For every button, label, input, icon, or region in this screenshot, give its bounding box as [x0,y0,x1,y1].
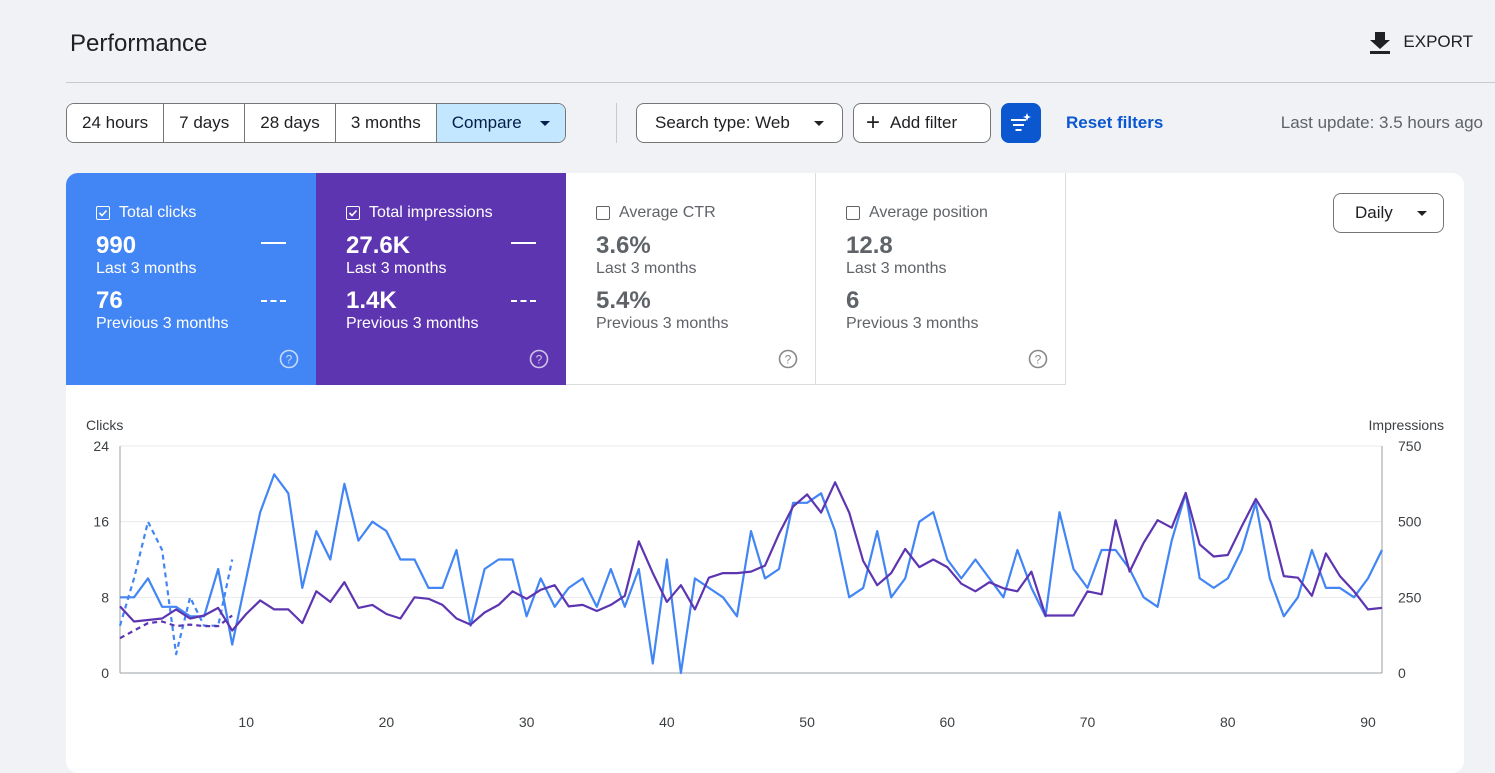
series-line-total-impressions [119,481,1383,632]
metric-previous-period: Previous 3 months [596,315,729,332]
chevron-down-icon [539,120,550,126]
metric-period: Last 3 months [346,260,447,277]
compare-label: Compare [451,113,522,132]
metric-previous-value: 6 [846,287,860,314]
range-24-hours[interactable]: 24 hours [67,104,165,142]
series-line-total-clicks [120,473,1383,675]
y-tick-right: 750 [1398,438,1422,454]
granularity-label: Daily [1355,203,1393,222]
metric-period: Last 3 months [96,260,197,277]
y-tick-left: 16 [93,514,109,530]
metric-value: 990 [96,232,137,259]
filter-sparkle-icon [1011,113,1031,131]
x-tick-label: 90 [1360,714,1376,730]
metric-previous-value: 76 [96,287,123,314]
metric-previous-value: 5.4% [596,287,651,314]
x-tick-label: 50 [799,714,815,730]
metric-label: Average position [869,204,988,221]
svg-text:?: ? [1035,353,1042,367]
chevron-down-icon [1417,210,1427,216]
reset-filters-link[interactable]: Reset filters [1066,113,1164,132]
x-tick-label: 80 [1220,714,1236,730]
y-tick-left: 8 [101,589,109,605]
dashed-line-indicator [261,300,286,302]
metric-previous-period: Previous 3 months [846,315,979,332]
toolbar-separator [616,103,617,143]
solid-line-indicator [511,242,536,244]
metric-value: 27.6K [346,232,411,259]
svg-text:?: ? [536,353,543,367]
help-icon[interactable]: ? [1028,349,1048,369]
date-range-selector: 24 hours 7 days 28 days 3 months Compare [66,103,566,143]
metric-total-impressions[interactable]: Total impressions 27.6K Last 3 months 1.… [316,173,566,385]
metric-previous-period: Previous 3 months [96,315,229,332]
metric-average-ctr[interactable]: Average CTR 3.6% Last 3 months 5.4% Prev… [566,173,816,385]
range-3-months[interactable]: 3 months [335,104,437,142]
metric-value: 3.6% [596,232,651,259]
checkbox-checked-icon[interactable] [96,206,110,220]
range-7-days[interactable]: 7 days [164,104,246,142]
metric-period: Last 3 months [596,260,697,277]
search-type-dropdown[interactable]: Search type: Web [636,103,843,143]
download-icon [1370,32,1391,54]
x-tick-label: 20 [379,714,395,730]
y-tick-right: 250 [1398,589,1422,605]
metric-average-position[interactable]: Average position 12.8 Last 3 months 6 Pr… [816,173,1066,385]
page-title: Performance [70,30,208,57]
last-update-text: Last update: 3.5 hours ago [1280,113,1483,132]
compare-dropdown[interactable]: Compare [436,104,565,142]
metric-period: Last 3 months [846,260,947,277]
checkbox-checked-icon[interactable] [346,206,360,220]
y-axis-right-title: Impressions [1369,417,1444,433]
metric-previous-period: Previous 3 months [346,315,479,332]
metric-total-clicks[interactable]: Total clicks 990 Last 3 months 76 Previo… [66,173,316,385]
solid-line-indicator [261,242,286,244]
granularity-dropdown[interactable]: Daily [1333,193,1444,233]
metric-label: Average CTR [619,204,716,221]
plus-icon: + [866,109,881,136]
svg-text:?: ? [785,353,792,367]
series-line-total-impressions-previous [119,614,233,640]
filter-suggestions-button[interactable] [1001,103,1041,143]
checkbox-unchecked-icon[interactable] [596,206,610,220]
export-label: EXPORT [1403,32,1473,51]
header-divider [66,82,1495,83]
metric-label: Total clicks [119,204,197,221]
x-tick-label: 60 [940,714,956,730]
x-tick-label: 70 [1080,714,1096,730]
chevron-down-icon [814,120,824,126]
x-tick-label: 10 [238,714,254,730]
metric-label: Total impressions [369,204,493,221]
add-filter-label: Add filter [890,113,958,132]
y-tick-left: 24 [93,438,109,454]
y-tick-left: 0 [101,665,109,681]
y-tick-right: 500 [1398,514,1422,530]
help-icon[interactable]: ? [279,349,299,369]
svg-text:?: ? [286,353,293,367]
x-tick-label: 40 [659,714,675,730]
help-icon[interactable]: ? [778,349,798,369]
performance-card: Total clicks 990 Last 3 months 76 Previo… [66,173,1464,773]
dashed-line-indicator [511,300,536,302]
performance-chart: Clicks Impressions 0 8 16 24 0 250 500 750 10 20 30 4… [86,417,1444,730]
metric-value: 12.8 [846,232,893,259]
metric-previous-value: 1.4K [346,287,397,314]
y-axis-left-title: Clicks [86,417,123,433]
x-tick-label: 30 [519,714,535,730]
checkbox-unchecked-icon[interactable] [846,206,860,220]
add-filter-button[interactable]: + Add filter [853,103,991,143]
range-28-days[interactable]: 28 days [245,104,336,142]
help-icon[interactable]: ? [529,349,549,369]
export-button[interactable]: EXPORT [1369,30,1473,54]
search-type-label: Search type: Web [655,113,790,132]
series-line-total-clicks-previous [118,520,234,656]
y-tick-right: 0 [1398,665,1406,681]
